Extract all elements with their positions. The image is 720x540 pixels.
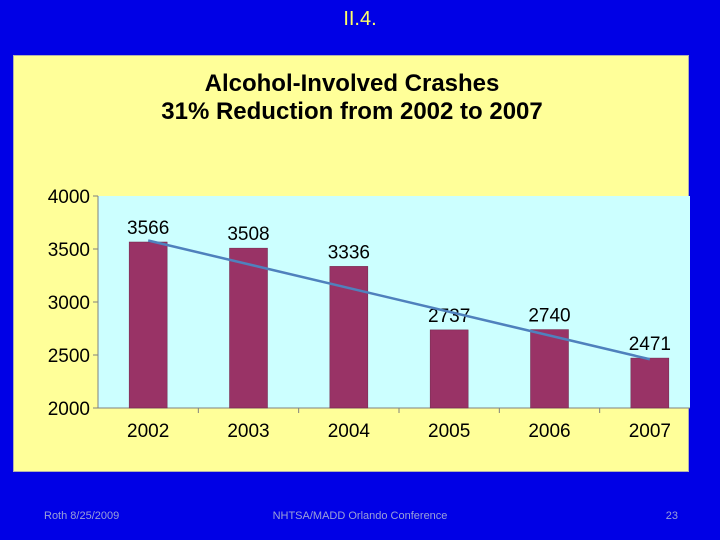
bar xyxy=(128,241,168,409)
x-tick-label: 2003 xyxy=(227,421,269,442)
footer-conference: NHTSA/MADD Orlando Conference xyxy=(272,510,448,522)
x-tick-label: 2002 xyxy=(127,421,169,442)
bar xyxy=(429,329,469,409)
x-tick-label: 2005 xyxy=(428,421,470,442)
y-tick-label: 3000 xyxy=(48,293,90,314)
y-tick-label: 4000 xyxy=(48,187,90,208)
footer-page-number: 23 xyxy=(665,510,678,522)
bar xyxy=(229,247,268,409)
bar xyxy=(530,329,569,409)
plot-area xyxy=(98,196,690,408)
footer-author-date: Roth 8/25/2009 xyxy=(44,510,120,522)
x-tick-label: 2006 xyxy=(528,421,570,442)
data-label: 2737 xyxy=(428,306,470,327)
data-label: 2471 xyxy=(629,334,671,355)
x-tick-label: 2007 xyxy=(629,421,671,442)
data-label: 3508 xyxy=(227,224,269,245)
bar-chart: 2000 2500 3000 3500 4000 3566 2002 3508 2003 3336… xyxy=(48,187,690,442)
chart-subtitle: 31% Reduction from 2002 to 2007 xyxy=(161,98,543,125)
data-label: 3336 xyxy=(328,242,370,263)
trendline xyxy=(147,239,651,361)
chart-title: Alcohol-Involved Crashes xyxy=(204,70,500,97)
bar xyxy=(630,357,670,409)
y-tick-label: 2500 xyxy=(48,346,90,367)
chart-panel: Alcohol-Involved Crashes 31% Reduction f… xyxy=(13,55,690,472)
x-tick-label: 2004 xyxy=(328,421,371,442)
y-tick-label: 3500 xyxy=(48,240,90,261)
y-tick-label: 2000 xyxy=(48,399,90,420)
slide-title: II.4. xyxy=(343,8,377,30)
data-label: 3566 xyxy=(127,218,169,239)
data-label: 2740 xyxy=(528,306,570,327)
chart-title-block: Alcohol-Involved Crashes 31% Reduction f… xyxy=(14,70,690,126)
